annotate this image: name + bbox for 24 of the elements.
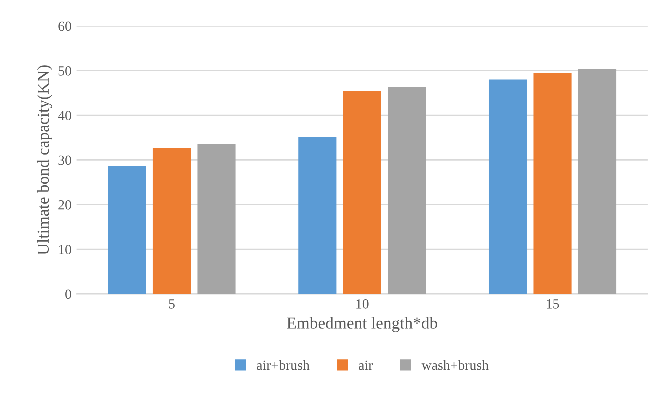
- bar: [198, 144, 236, 294]
- y-tick-label: 10: [59, 245, 72, 254]
- y-tick-label: 20: [58, 200, 72, 210]
- x-tick-label: 15: [547, 300, 560, 309]
- x-tick-label: 5: [169, 300, 175, 309]
- bar: [152, 148, 192, 294]
- y-tick-label: 60: [58, 22, 72, 32]
- y-tick-label: 40: [58, 111, 72, 120]
- y-tick-label: 50: [58, 66, 72, 76]
- x-tick-label: 10: [356, 299, 369, 309]
- bar: [388, 86, 426, 294]
- bar: [488, 80, 528, 294]
- y-axis-title: Ultimate bond capacity(KN): [37, 66, 53, 256]
- bar: [343, 90, 382, 294]
- bar: [578, 70, 617, 294]
- bar: [534, 74, 572, 294]
- y-tick-label: 30: [58, 156, 72, 166]
- x-axis-title: Embedment length*db: [287, 317, 438, 332]
- y-tick-label: 0: [66, 290, 72, 300]
- bar: [298, 136, 337, 294]
- legend-label: wash+brush: [422, 360, 489, 370]
- legend-label: air+brush: [257, 360, 310, 370]
- bar: [108, 166, 146, 294]
- legend-label: air: [359, 360, 374, 370]
